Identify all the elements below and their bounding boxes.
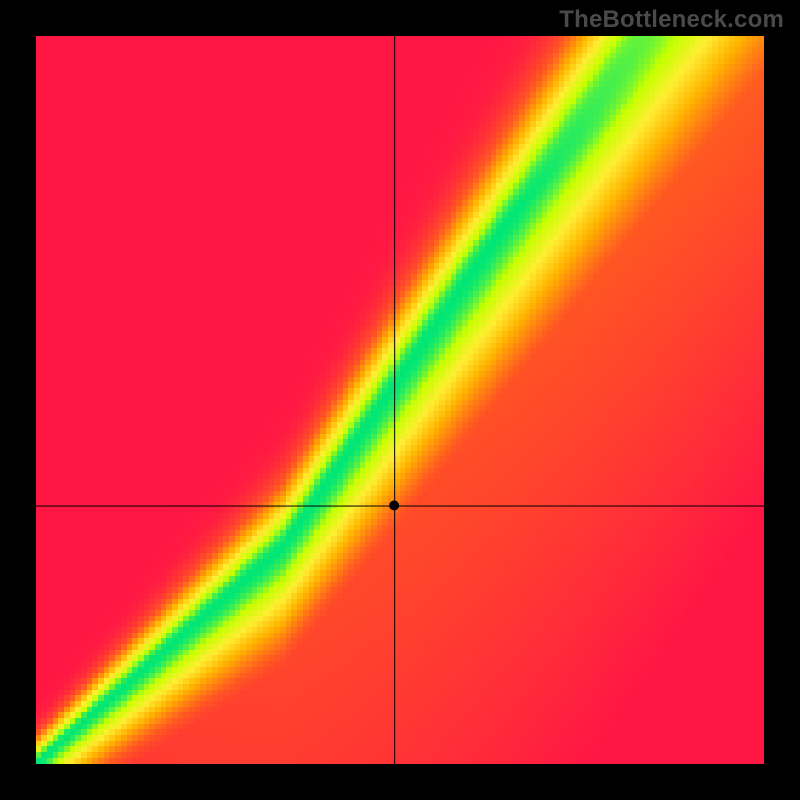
site-watermark: TheBottleneck.com (559, 6, 784, 34)
bottleneck-heatmap (36, 36, 764, 764)
